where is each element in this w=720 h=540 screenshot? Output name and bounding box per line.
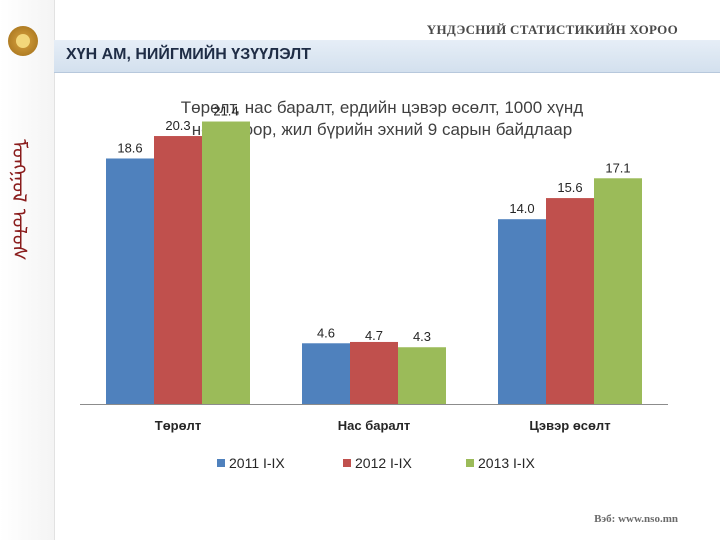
- chart-title-line-1: Төрөлт, нас баралт, ердийн цэвэр өсөлт, …: [181, 98, 584, 117]
- data-label-1-3: 21.4: [213, 104, 238, 119]
- data-label-2-3: 4.3: [413, 329, 431, 344]
- left-sidebar: ᠮᠤᠩᠭᠤᠯ ᠤᠯᠤᠰ: [0, 0, 55, 540]
- website-footer: Вэб: www.nso.mn: [594, 513, 678, 525]
- legend-label-3: 2013 I-IX: [478, 455, 535, 471]
- category-label-2: Нас баралт: [338, 418, 411, 433]
- organization-name: ҮНДЭСНИЙ СТАТИСТИКИЙН ХОРОО: [426, 22, 678, 37]
- category-label-1: Төрөлт: [155, 418, 201, 433]
- bar-3-3: [594, 178, 642, 404]
- chart-title-line-2: ногдохоор, жил бүрийн эхний 9 сарын байд…: [192, 120, 572, 139]
- bar-1-3: [202, 121, 250, 405]
- section-title: ХҮН АМ, НИЙГМИЙН ҮЗҮҮЛЭЛТ: [66, 46, 312, 63]
- data-label-1-1: 18.6: [117, 140, 142, 155]
- bar-1-1: [106, 158, 154, 404]
- section-header: ХҮН АМ, НИЙГМИЙН ҮЗҮҮЛЭЛТ: [54, 40, 720, 73]
- bar-1-2: [154, 136, 202, 405]
- bar-3-2: [546, 198, 594, 404]
- data-label-3-3: 17.1: [605, 160, 630, 175]
- bar-2-2: [350, 341, 398, 404]
- category-label-3: Цэвэр өсөлт: [529, 418, 610, 433]
- legend-swatch-2: [343, 459, 351, 467]
- legend-swatch-3: [466, 459, 474, 467]
- legend-label-2: 2012 I-IX: [355, 455, 412, 471]
- state-emblem-icon: [8, 26, 38, 56]
- data-label-3-2: 15.6: [557, 180, 582, 195]
- bar-3-1: [498, 219, 546, 404]
- bar-2-3: [398, 347, 446, 404]
- data-label-1-2: 20.3: [165, 118, 190, 133]
- data-label-2-1: 4.6: [317, 325, 335, 340]
- data-label-2-2: 4.7: [365, 328, 383, 343]
- legend-label-1: 2011 I-IX: [229, 455, 285, 471]
- data-label-3-1: 14.0: [509, 201, 534, 216]
- bar-2-1: [302, 343, 350, 404]
- legend-swatch-1: [217, 459, 225, 467]
